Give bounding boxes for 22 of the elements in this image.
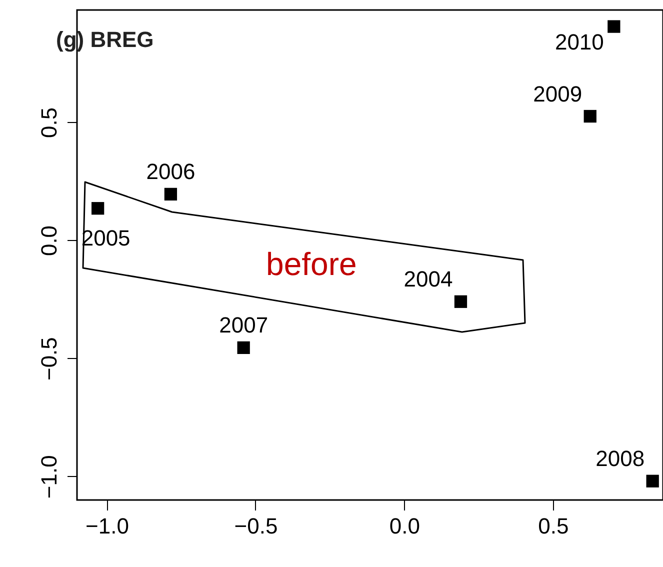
y-tick-label: −1.0 <box>36 455 62 499</box>
point <box>584 110 596 123</box>
x-tick-label: −0.5 <box>234 514 278 538</box>
point <box>91 202 104 215</box>
x-tick-label: −1.0 <box>86 514 129 538</box>
point <box>454 295 468 308</box>
x-tick-label: 0.5 <box>538 514 569 538</box>
point <box>164 188 178 201</box>
x-tick-label: 0.0 <box>389 514 420 538</box>
annotation: 2006 <box>146 159 196 184</box>
annotation: 2010 <box>554 30 604 55</box>
annotation: 2008 <box>596 446 645 472</box>
point <box>646 474 659 488</box>
annotation: 2007 <box>219 312 268 338</box>
y-tick-label: 0.5 <box>36 107 62 138</box>
annotation: 2009 <box>533 81 582 106</box>
y-tick-label: −0.5 <box>36 337 62 381</box>
annotation: 2004 <box>404 266 453 292</box>
point <box>608 20 620 33</box>
y-tick-label: 0.0 <box>36 225 62 256</box>
point <box>237 341 250 354</box>
annotation: before <box>266 246 357 282</box>
